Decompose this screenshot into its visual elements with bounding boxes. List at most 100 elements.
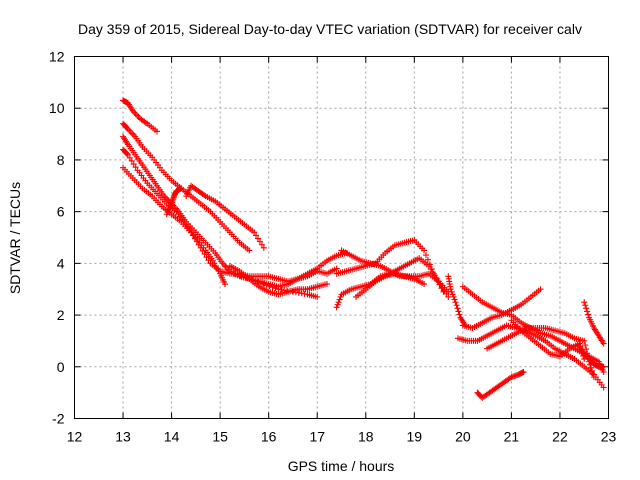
x-tick-label: 17 bbox=[309, 429, 325, 445]
data-point bbox=[600, 384, 607, 391]
data-point bbox=[426, 261, 433, 268]
data-point bbox=[195, 241, 202, 248]
data-point bbox=[203, 254, 210, 261]
data-point bbox=[443, 290, 450, 297]
data-point bbox=[584, 308, 591, 315]
data-point bbox=[588, 364, 595, 371]
data-point bbox=[255, 278, 262, 285]
data-point bbox=[201, 251, 208, 258]
y-tick-label: 6 bbox=[57, 204, 65, 220]
data-point bbox=[334, 301, 341, 308]
data-point bbox=[263, 282, 270, 289]
data-point bbox=[452, 299, 459, 306]
data-point bbox=[422, 252, 429, 259]
data-point bbox=[257, 280, 264, 287]
data-point bbox=[441, 287, 448, 294]
data-point bbox=[132, 164, 139, 171]
data-point bbox=[537, 286, 544, 293]
data-point bbox=[449, 291, 456, 298]
x-tick-label: 21 bbox=[504, 429, 520, 445]
series-track-u bbox=[581, 299, 607, 347]
data-point bbox=[437, 281, 444, 288]
chart-title: Day 359 of 2015, Sidereal Day-to-day VTE… bbox=[78, 21, 582, 37]
data-point bbox=[189, 232, 196, 239]
series-track-m bbox=[353, 270, 428, 300]
data-point bbox=[178, 185, 185, 192]
data-point bbox=[582, 342, 589, 349]
data-point bbox=[260, 244, 267, 251]
data-point bbox=[582, 302, 589, 309]
data-point bbox=[123, 150, 130, 157]
data-point bbox=[314, 293, 321, 300]
data-point bbox=[205, 257, 212, 264]
x-tick-label: 16 bbox=[261, 429, 277, 445]
y-tick-label: 8 bbox=[57, 152, 65, 168]
data-point bbox=[336, 296, 343, 303]
series-track-f bbox=[183, 182, 267, 251]
x-tick-label: 18 bbox=[358, 429, 374, 445]
series-track-b bbox=[120, 120, 253, 254]
data-point bbox=[428, 266, 435, 273]
data-point bbox=[249, 276, 256, 283]
data-point bbox=[600, 363, 607, 370]
data-point bbox=[445, 293, 452, 300]
data-point bbox=[188, 229, 195, 236]
data-point bbox=[337, 293, 344, 300]
data-point bbox=[456, 311, 463, 318]
x-tick-label: 23 bbox=[601, 429, 617, 445]
data-point bbox=[600, 368, 607, 375]
x-tick-labels: 12 13 14 15 16 17 18 19 20 21 22 23 bbox=[67, 429, 617, 445]
data-point bbox=[581, 299, 588, 306]
data-point bbox=[583, 305, 590, 312]
data-point bbox=[199, 247, 206, 254]
data-point bbox=[246, 275, 253, 282]
axis-ticks bbox=[74, 56, 609, 419]
data-point bbox=[246, 247, 253, 254]
series-track-v bbox=[576, 343, 607, 370]
data-point bbox=[253, 232, 260, 239]
data-point bbox=[439, 284, 446, 291]
data-point bbox=[191, 235, 198, 242]
grid bbox=[74, 56, 609, 419]
data-point bbox=[256, 238, 263, 245]
series-track-t bbox=[474, 368, 527, 401]
data-point bbox=[454, 305, 461, 312]
data-point bbox=[520, 368, 527, 375]
series-track-i bbox=[231, 270, 321, 300]
data-point bbox=[130, 161, 137, 168]
data-point bbox=[590, 374, 597, 381]
data-point bbox=[231, 270, 238, 277]
data-point bbox=[260, 281, 267, 288]
x-tick-label: 12 bbox=[67, 429, 83, 445]
data-point bbox=[266, 283, 273, 290]
data-point bbox=[243, 274, 250, 281]
data-point bbox=[237, 272, 244, 279]
data-point bbox=[234, 271, 241, 278]
data-point bbox=[197, 244, 204, 251]
data-point bbox=[154, 128, 161, 135]
plot-frame bbox=[74, 56, 609, 419]
data-point bbox=[252, 277, 259, 284]
data-point bbox=[421, 281, 428, 288]
series-track-e bbox=[120, 164, 340, 285]
y-tick-label: 10 bbox=[49, 100, 65, 116]
data-point bbox=[323, 281, 330, 288]
data-point bbox=[124, 151, 131, 158]
series-track-a bbox=[120, 97, 161, 135]
data-point bbox=[333, 265, 340, 272]
data-point bbox=[128, 157, 135, 164]
data-point bbox=[455, 308, 462, 315]
data-point bbox=[255, 235, 262, 242]
series-track-r bbox=[484, 325, 597, 381]
data-point bbox=[193, 238, 200, 245]
y-axis-label: SDTVAR / TECUs bbox=[7, 182, 23, 294]
data-point bbox=[451, 296, 458, 303]
y-tick-label: 12 bbox=[49, 49, 65, 65]
data-point bbox=[448, 288, 455, 295]
data-points bbox=[120, 97, 607, 401]
x-axis-label: GPS time / hours bbox=[288, 458, 395, 474]
data-point bbox=[450, 293, 457, 300]
data-point bbox=[272, 285, 279, 292]
data-point bbox=[251, 229, 258, 236]
